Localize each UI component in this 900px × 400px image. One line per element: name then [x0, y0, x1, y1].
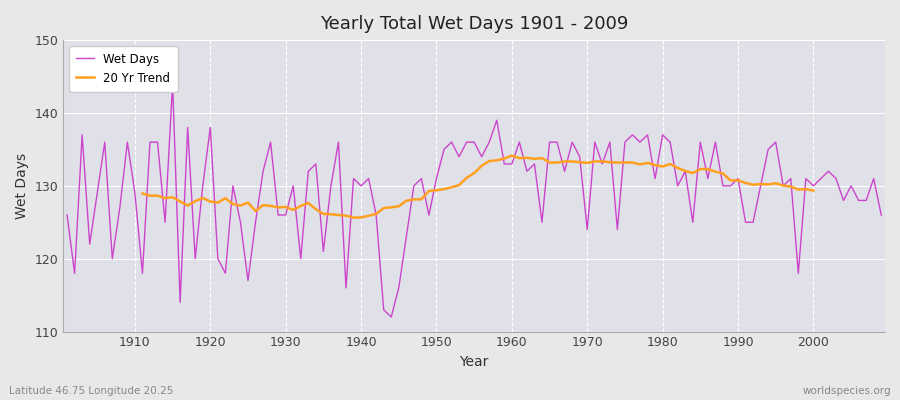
Legend: Wet Days, 20 Yr Trend: Wet Days, 20 Yr Trend	[69, 46, 177, 92]
20 Yr Trend	[228, 202, 238, 206]
Wet Days	[612, 227, 623, 232]
Wet Days	[167, 82, 178, 86]
20 Yr Trend	[725, 178, 736, 183]
Wet Days	[876, 212, 886, 217]
Wet Days	[295, 256, 306, 261]
20 Yr Trend	[710, 169, 721, 174]
20 Yr Trend	[808, 188, 819, 193]
Line: 20 Yr Trend: 20 Yr Trend	[142, 156, 814, 218]
Title: Yearly Total Wet Days 1901 - 2009: Yearly Total Wet Days 1901 - 2009	[320, 15, 628, 33]
Wet Days	[340, 286, 351, 290]
Wet Days	[122, 140, 133, 144]
Y-axis label: Wet Days: Wet Days	[15, 153, 29, 219]
Wet Days	[514, 140, 525, 144]
Wet Days	[521, 169, 532, 174]
20 Yr Trend	[137, 191, 148, 196]
20 Yr Trend	[507, 153, 517, 158]
Wet Days	[386, 315, 397, 320]
Wet Days	[62, 212, 73, 217]
Text: Latitude 46.75 Longitude 20.25: Latitude 46.75 Longitude 20.25	[9, 386, 174, 396]
20 Yr Trend	[619, 160, 630, 165]
20 Yr Trend	[340, 213, 351, 218]
Line: Wet Days: Wet Days	[68, 84, 881, 317]
20 Yr Trend	[356, 215, 366, 220]
20 Yr Trend	[793, 187, 804, 192]
X-axis label: Year: Year	[460, 355, 489, 369]
Text: worldspecies.org: worldspecies.org	[803, 386, 891, 396]
